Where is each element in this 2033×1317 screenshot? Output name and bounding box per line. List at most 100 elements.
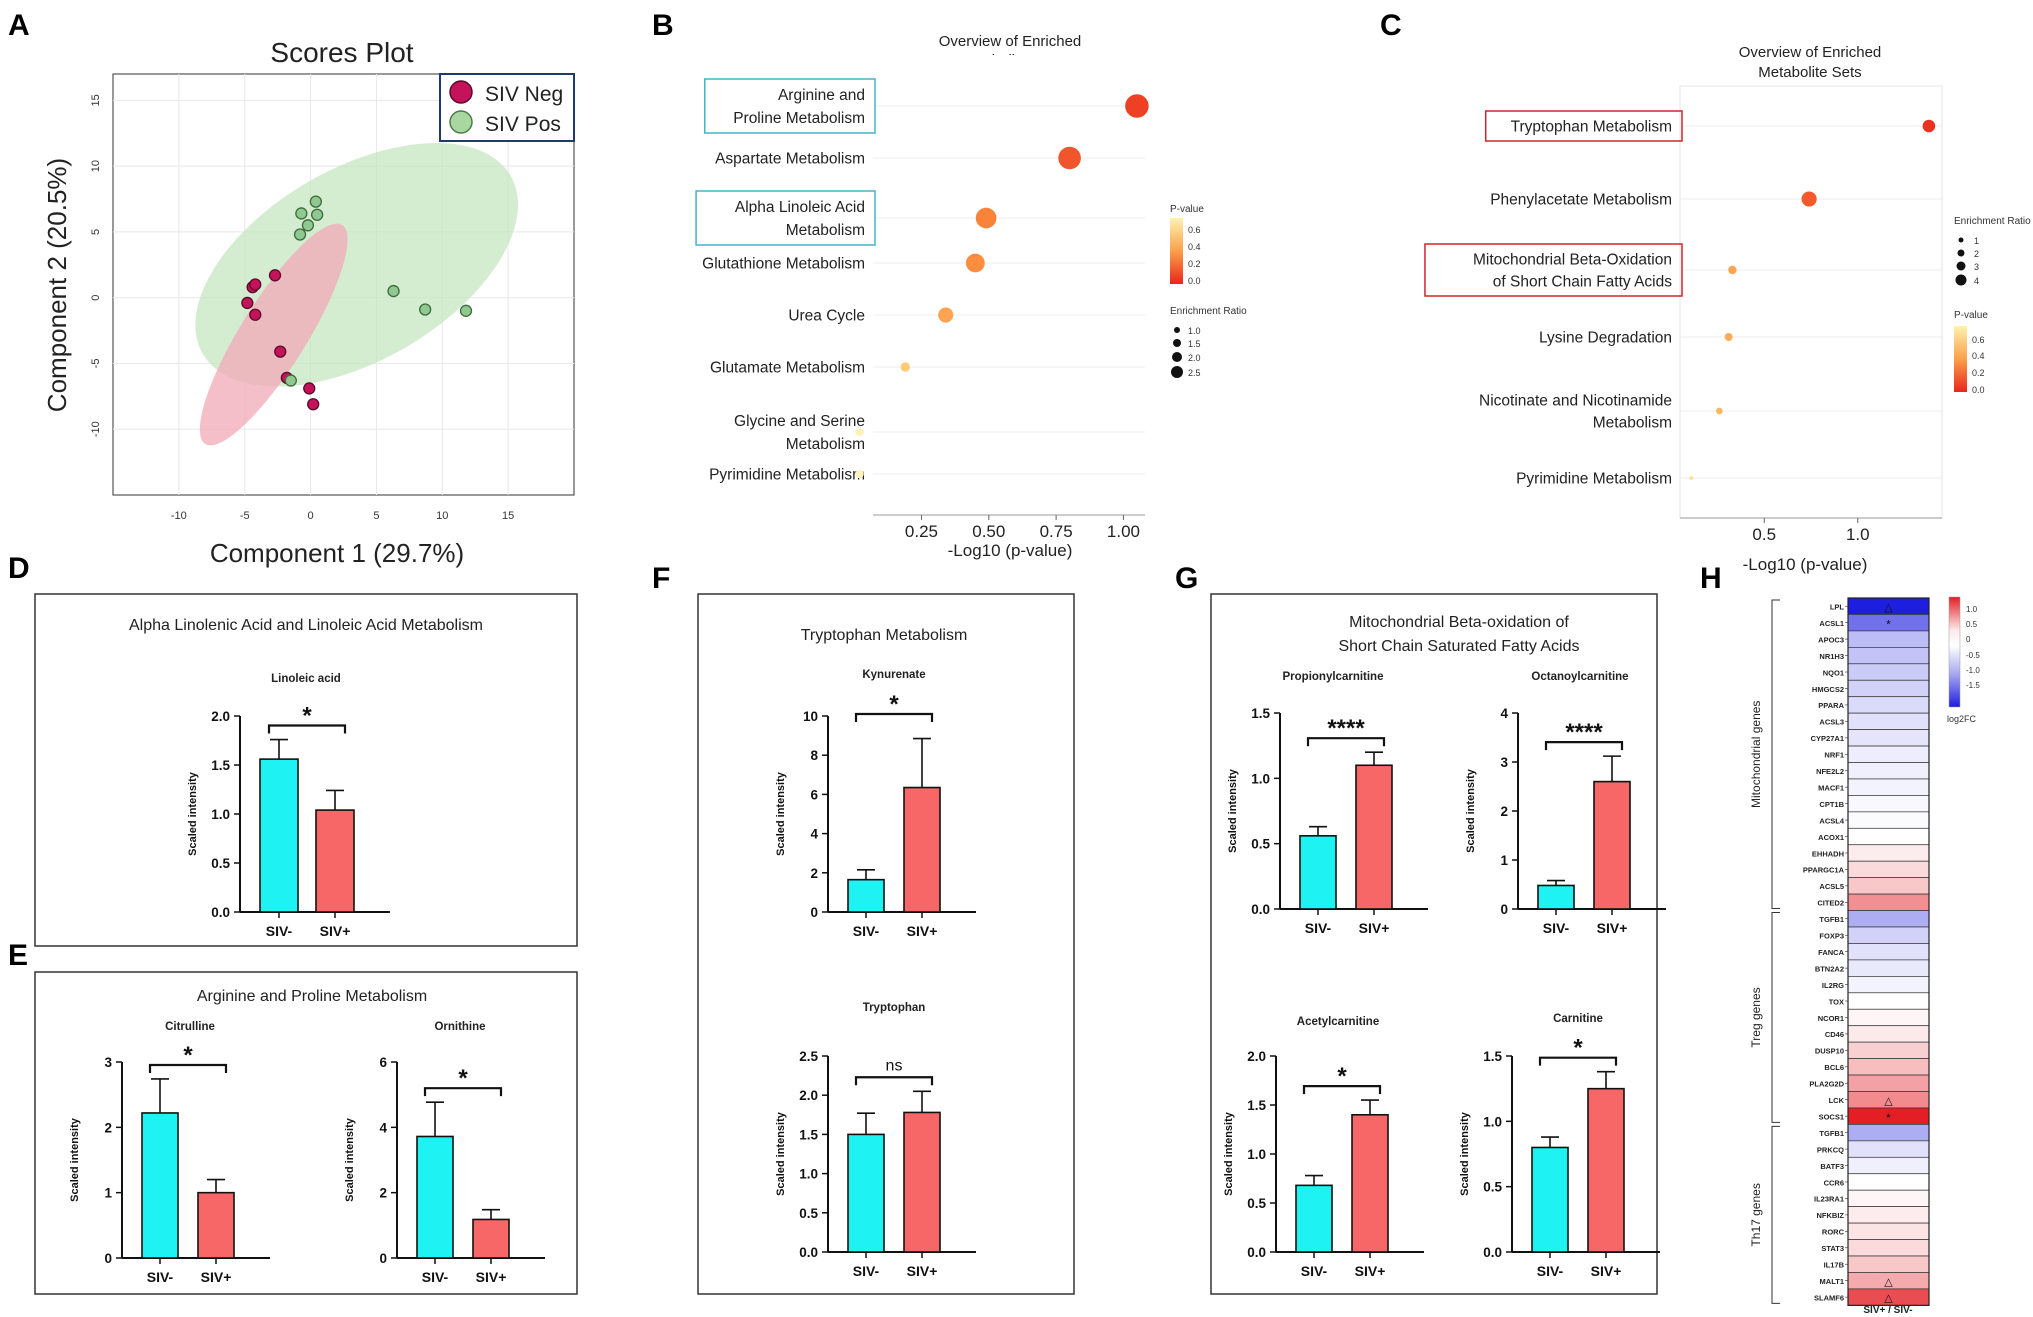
B-category-label-7-0: Pyrimidine Metabolism <box>709 466 865 483</box>
C-enrichment-dot-2 <box>1728 265 1737 275</box>
ytick-label-D-linoleic-acid-3: 1.5 <box>211 758 230 773</box>
heatmap-cell-treg-genes-pla2g2d <box>1847 1074 1930 1092</box>
ytick-label-E-citrulline-1: 1 <box>104 1186 112 1201</box>
B-category-label-5-0: Glutamate Metabolism <box>710 359 865 376</box>
heatmap-marker-lck: △ <box>1884 1095 1893 1107</box>
bar-G-propionylcarnitine-siv <box>1355 764 1393 910</box>
heatmap-cell-treg-genes-dusp10 <box>1847 1041 1930 1059</box>
C-category-label-3-0: Lysine Degradation <box>1539 329 1672 346</box>
heatmap-gene-label-th17-genes-nfkbiz: NFKBIZ <box>1817 1211 1845 1220</box>
ytick-label-F-kynurenate-1: 2 <box>810 866 818 881</box>
panel-E-box-title: Arginine and Proline Metabolism <box>197 988 427 1005</box>
panelB-pvalue-tick-3: 0.0 <box>1188 276 1201 286</box>
heatmap-cell-treg-genes-cd46 <box>1847 1025 1930 1043</box>
bar-chart-title-G-carnitine: Carnitine <box>1553 1013 1603 1025</box>
heatmap-group-label-treg-genes: Treg genes <box>1749 987 1763 1047</box>
ytick-label-G-carnitine-2: 1.0 <box>1483 1114 1502 1129</box>
ytick-label-D-linoleic-acid-4: 2.0 <box>211 709 230 724</box>
B-highlight-box-0 <box>704 78 876 134</box>
xtick-label-E-ornithine-1: SIV+ <box>476 1269 507 1285</box>
panelB-ratio-tick-3: 2.5 <box>1188 368 1201 378</box>
colorbar-tick-0: 1.0 <box>1966 605 1978 614</box>
heatmap-gene-label-mitochondrial-genes-cpt1b: CPT1B <box>1819 800 1844 809</box>
xtick-label-G-octanoylcarnitine-1: SIV+ <box>1597 920 1628 936</box>
ylabel-D-linoleic-acid: Scaled intensity <box>187 771 199 856</box>
C-category-label-2-0: Mitochondrial Beta-Oxidation <box>1473 251 1672 268</box>
panel-letter-D: D <box>8 552 30 585</box>
heatmap-cell-treg-genes-ncor1 <box>1847 1008 1930 1027</box>
significance-label-D-linoleic-acid: * <box>302 703 312 730</box>
ylabel-E-ornithine: Scaled intensity <box>344 1117 356 1202</box>
score-point-siv-pos-2 <box>311 208 324 221</box>
bar-E-citrulline-siv <box>197 1191 235 1259</box>
bar-E-citrulline-siv <box>141 1112 179 1259</box>
panel-G-box <box>1210 593 1658 1295</box>
scores-plot-title: Scores Plot <box>270 37 413 68</box>
heatmap-cell-mitochondrial-genes-acsl4 <box>1847 811 1930 829</box>
heatmap-gene-label-mitochondrial-genes-hmgcs2: HMGCS2 <box>1812 685 1844 694</box>
xtick-label-G-propionylcarnitine-1: SIV+ <box>1359 920 1390 936</box>
ytick-label-G-acetylcarnitine-1: 0.5 <box>1247 1196 1266 1211</box>
panel-D-box <box>34 593 578 947</box>
ytick-label-E-citrulline-0: 0 <box>104 1251 112 1266</box>
B-enrichment-dot-6 <box>855 427 864 437</box>
heatmap-gene-label-mitochondrial-genes-acox1: ACOX1 <box>1818 833 1844 842</box>
score-point-siv-neg-4 <box>249 308 262 321</box>
colorbar-tick-4: -1.0 <box>1966 666 1980 675</box>
C-category-label-4-0: Nicotinate and Nicotinamide <box>1479 392 1672 409</box>
ytick-label-G-propionylcarnitine-1: 0.5 <box>1251 837 1270 852</box>
bar-chart-title-D-linoleic-acid: Linoleic acid <box>271 673 341 685</box>
ytick-label-G-carnitine-3: 1.5 <box>1483 1049 1502 1064</box>
ytick-label-F-kynurenate-5: 10 <box>803 709 818 724</box>
heatmap-marker-socs1: * <box>1886 1111 1891 1125</box>
panel-F-box-title: Tryptophan Metabolism <box>801 627 968 644</box>
scores-xtick--10: -10 <box>171 510 187 522</box>
heatmap-cell-mitochondrial-genes-apoc3 <box>1847 630 1930 648</box>
ytick-label-F-kynurenate-3: 6 <box>810 787 818 802</box>
heatmap-cell-mitochondrial-genes-cyp27a1 <box>1847 729 1930 747</box>
panelC-ratio-tick-3: 4 <box>1974 276 1979 286</box>
heatmap-gene-label-th17-genes-tgfb1: TGFB1 <box>1819 1129 1844 1138</box>
heatmap-group-bracket-mitochondrial-genes <box>1771 599 1780 910</box>
heatmap-gene-label-mitochondrial-genes-macf1: MACF1 <box>1818 783 1844 792</box>
xtick-label-G-propionylcarnitine-0: SIV- <box>1305 920 1332 936</box>
panelC-ratio-dot-2 <box>1956 261 1966 271</box>
scores-ytick-15: 15 <box>90 94 102 106</box>
panelB-ratio-dot-1 <box>1173 339 1181 347</box>
panelC-ratio-tick-1: 2 <box>1974 249 1979 259</box>
ytick-label-F-tryptophan-1: 0.5 <box>799 1206 818 1221</box>
bar-chart-G-acetylcarnitine: Acetylcarnitine 0.0 0.5 1.0 1.5 2.0 Scaled int… <box>1223 1016 1424 1279</box>
B-enrichment-dot-5 <box>900 362 911 372</box>
B-xtick-label-3: 1.00 <box>1107 522 1140 541</box>
xtick-label-G-carnitine-0: SIV- <box>1537 1263 1564 1279</box>
ytick-label-G-octanoylcarnitine-1: 1 <box>1500 853 1508 868</box>
B-category-label-2-0: Alpha Linoleic Acid <box>735 199 865 216</box>
significance-label-G-carnitine: * <box>1573 1035 1583 1062</box>
xtick-label-F-tryptophan-1: SIV+ <box>907 1263 938 1279</box>
panelB-pvalue-colorbar <box>1170 218 1183 284</box>
bar-chart-title-E-ornithine: Ornithine <box>434 1021 485 1033</box>
ylabel-G-octanoylcarnitine: Scaled intensity <box>1465 768 1477 853</box>
heatmap-cell-mitochondrial-genes-acsl3 <box>1847 712 1930 730</box>
scores-ytick-10: 10 <box>90 160 102 172</box>
score-point-siv-pos-8 <box>284 374 297 387</box>
heatmap-cell-mitochondrial-genes-acsl5 <box>1847 877 1930 895</box>
heatmap-cell-mitochondrial-genes-ppargc1a <box>1847 860 1930 879</box>
panel-H-heatmap: LPL △ ACSL1 * APOC3 NR1H3 NQO1 HMGCS2 PPARA ACSL3… <box>1749 596 1980 1316</box>
heatmap-gene-label-th17-genes-batf3: BATF3 <box>1820 1162 1844 1171</box>
heatmap-colorbar-gradient <box>1948 596 1961 708</box>
ytick-label-G-acetylcarnitine-2: 1.0 <box>1247 1147 1266 1162</box>
heatmap-gene-label-treg-genes-il2rg: IL2RG <box>1822 981 1844 990</box>
ytick-label-G-propionylcarnitine-0: 0.0 <box>1251 902 1270 917</box>
panel-E-box <box>34 971 578 1295</box>
heatmap-cell-treg-genes-btn2a2 <box>1847 959 1930 977</box>
heatmap-gene-label-treg-genes-foxp3: FOXP3 <box>1819 932 1844 941</box>
bar-G-octanoylcarnitine-siv <box>1537 884 1575 910</box>
bar-chart-F-tryptophan: Tryptophan 0.0 0.5 1.0 1.5 2.0 2.5 Scaled inten… <box>775 1002 976 1279</box>
scores-plot-legend: SIV Neg SIV Pos <box>439 73 575 142</box>
ytick-label-G-acetylcarnitine-4: 2.0 <box>1247 1049 1266 1064</box>
panelC-title-line1: Overview of Enriched <box>1739 44 1882 61</box>
heatmap-cell-th17-genes-stat3 <box>1847 1239 1930 1257</box>
C-enrichment-dot-0 <box>1922 119 1936 133</box>
ytick-label-F-tryptophan-0: 0.0 <box>799 1245 818 1260</box>
